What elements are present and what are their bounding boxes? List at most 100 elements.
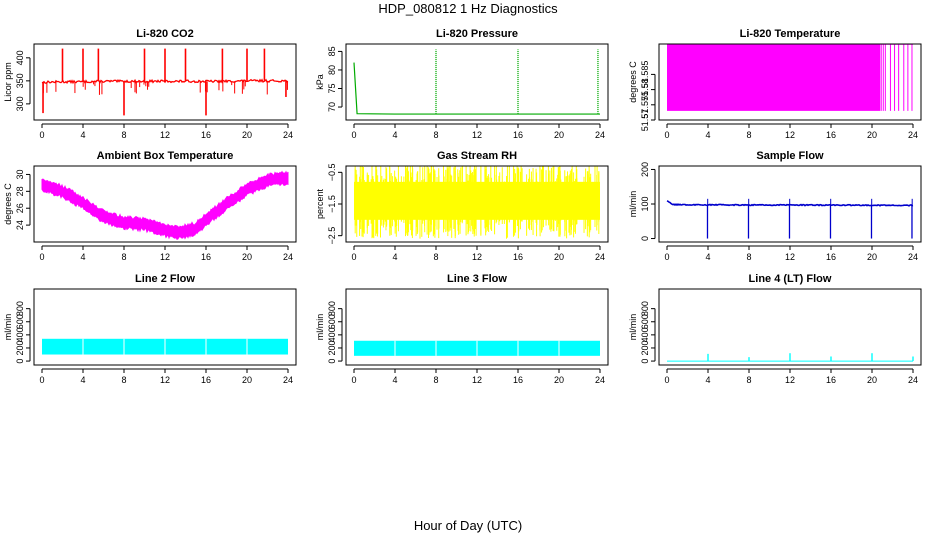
x-tick-label: 16	[201, 252, 211, 262]
plot-frame	[345, 288, 609, 366]
x-tick-label: 16	[513, 252, 523, 262]
x-tick-label: 8	[433, 252, 438, 262]
x-tick-label: 16	[826, 252, 836, 262]
x-tick-label: 12	[785, 252, 795, 262]
page-title: HDP_080812 1 Hz Diagnostics	[378, 1, 558, 16]
y-tick-label: 300	[15, 96, 25, 111]
shared-x-axis-label: Hour of Day (UTC)	[413, 518, 523, 533]
x-tick-label: 4	[705, 130, 710, 140]
chart-title: Line 4 (LT) Flow	[749, 273, 832, 285]
y-tick-label: 51.57	[640, 109, 650, 132]
y-tick-label: 400	[640, 327, 650, 342]
x-tick-label: 0	[39, 375, 44, 385]
x-tick-label: 12	[472, 252, 482, 262]
x-tick-label: 0	[351, 375, 356, 385]
chart-line-4-lt-flow: Line 4 (LT) Flow 0 4 8 12 16 20 24 0 200400600800…	[628, 273, 922, 385]
y-tick-label: −1.5	[327, 195, 337, 213]
y-tick-label: 200	[640, 340, 650, 355]
x-tick-label: 4	[392, 375, 397, 385]
x-tick-label: 20	[867, 130, 877, 140]
y-tick-label: 28	[15, 186, 25, 196]
x-tick-label: 8	[433, 375, 438, 385]
plot-frame	[33, 288, 297, 366]
chart-title: Line 3 Flow	[447, 273, 507, 285]
y-tick-label: 0	[327, 359, 337, 364]
x-tick-label: 16	[513, 375, 523, 385]
x-tick-label: 24	[595, 375, 605, 385]
y-tick-label: 350	[15, 73, 25, 88]
y-tick-label: 51.58	[640, 78, 650, 101]
plot-area	[666, 198, 914, 239]
chart-title: Gas Stream RH	[437, 150, 517, 162]
x-tick-label: 0	[39, 252, 44, 262]
x-tick-label: 24	[908, 375, 918, 385]
x-tick-label: 12	[472, 375, 482, 385]
y-tick-label: 85	[327, 46, 337, 56]
x-tick-label: 20	[242, 130, 252, 140]
y-tick-label: 0	[15, 359, 25, 364]
series-line-baseline	[353, 62, 600, 115]
chart-li-820-temperature: Li-820 Temperature 0 4 8 12 16 20 24 51.5751.575…	[628, 28, 922, 140]
plot-frame	[658, 288, 922, 366]
plot-frame	[658, 165, 922, 243]
chart-gas-stream-rh: Gas Stream RH 0 4 8 12 16 20 24 −2.5 −1.5 −0.5perc…	[315, 150, 609, 262]
y-tick-label: 24	[15, 220, 25, 230]
chart-title: Ambient Box Temperature	[97, 150, 234, 162]
y-tick-label: 80	[327, 65, 337, 75]
x-tick-label: 0	[39, 130, 44, 140]
y-axis-label: Licor ppm	[3, 62, 13, 102]
y-tick-label: 800	[640, 301, 650, 316]
x-tick-label: 12	[472, 130, 482, 140]
chart-ambient-box-temperature: Ambient Box Temperature 0 4 8 12 16 20 24 24 26 28…	[3, 150, 297, 262]
y-tick-label: 70	[327, 102, 337, 112]
y-tick-label: 30	[15, 169, 25, 179]
x-tick-label: 20	[242, 375, 252, 385]
x-tick-label: 20	[242, 252, 252, 262]
x-tick-label: 8	[746, 375, 751, 385]
series-band	[41, 170, 289, 240]
x-tick-label: 12	[160, 375, 170, 385]
x-tick-label: 12	[160, 130, 170, 140]
y-axis-label: kPa	[315, 74, 325, 90]
y-tick-label: 0	[640, 359, 650, 364]
x-tick-label: 4	[705, 375, 710, 385]
x-tick-label: 24	[595, 130, 605, 140]
y-axis-label: ml/min	[628, 191, 638, 218]
x-tick-label: 4	[80, 375, 85, 385]
x-tick-label: 0	[351, 252, 356, 262]
x-tick-label: 12	[160, 252, 170, 262]
x-tick-label: 8	[433, 130, 438, 140]
y-axis-label: ml/min	[3, 314, 13, 341]
x-tick-label: 20	[554, 252, 564, 262]
x-tick-label: 8	[746, 130, 751, 140]
plot-area	[353, 49, 600, 115]
x-tick-label: 8	[746, 252, 751, 262]
y-tick-label: 51.575	[640, 91, 650, 119]
x-tick-label: 24	[283, 252, 293, 262]
plot-area	[667, 44, 913, 111]
plot-frame	[33, 43, 297, 121]
plot-area	[42, 338, 288, 355]
x-tick-label: 24	[283, 375, 293, 385]
chart-title: Sample Flow	[756, 150, 824, 162]
y-tick-label: 51.585	[640, 61, 650, 89]
y-tick-label: 100	[640, 196, 650, 211]
plot-frame	[33, 165, 297, 243]
plot-frame	[345, 43, 609, 121]
series-band	[667, 44, 881, 111]
y-axis-label: degrees C	[3, 183, 13, 225]
y-tick-label: 0	[640, 236, 650, 241]
plot-area	[354, 340, 600, 356]
x-tick-label: 4	[705, 252, 710, 262]
x-tick-label: 8	[121, 130, 126, 140]
y-tick-label: 200	[15, 340, 25, 355]
chart-title: Li-820 Temperature	[740, 28, 841, 40]
y-tick-label: 200	[327, 340, 337, 355]
x-tick-label: 12	[785, 375, 795, 385]
chart-title: Li-820 CO2	[136, 28, 193, 40]
x-tick-label: 4	[392, 252, 397, 262]
plot-frame	[345, 165, 609, 243]
x-tick-label: 8	[121, 252, 126, 262]
y-tick-label: 75	[327, 83, 337, 93]
